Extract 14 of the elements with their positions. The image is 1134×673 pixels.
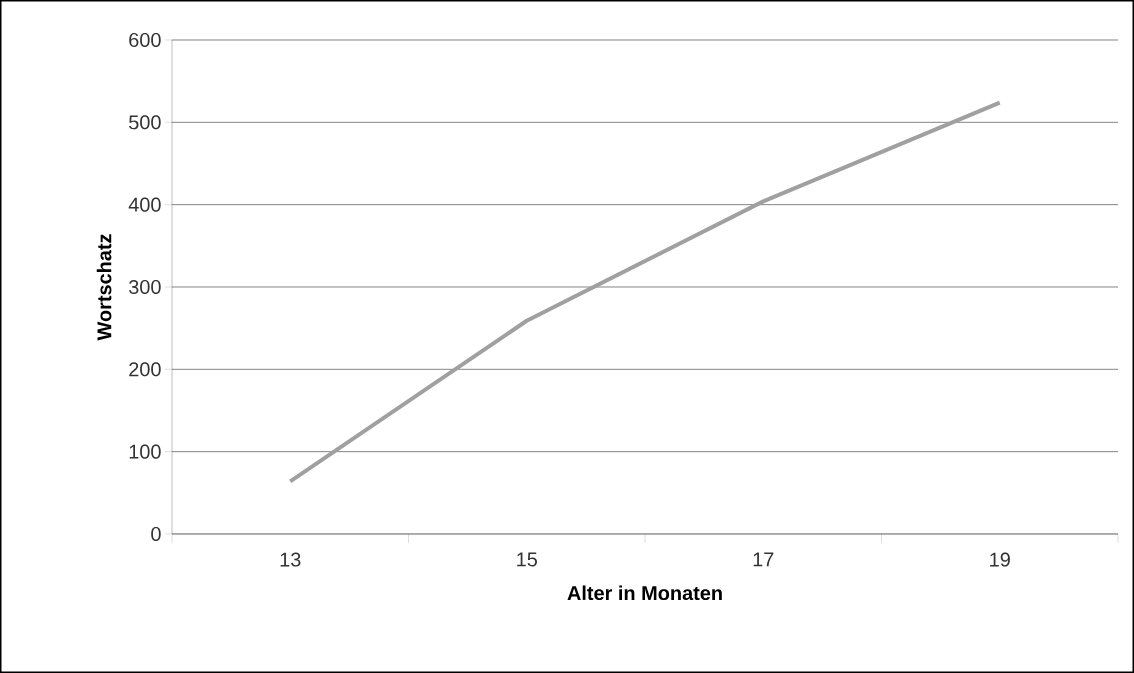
y-tick-label: 0 xyxy=(151,526,161,542)
x-tick-label: 19 xyxy=(990,552,1010,567)
y-tick-label: 100 xyxy=(129,444,161,459)
line-series xyxy=(288,100,1002,484)
y-tick-label: 500 xyxy=(129,115,161,130)
y-tick-label: 200 xyxy=(129,362,161,377)
x-tick-label: 13 xyxy=(280,552,301,567)
x-tick-label: 17 xyxy=(753,552,774,567)
y-tick-label: 400 xyxy=(128,197,161,212)
x-axis-title: Alter in Monaten xyxy=(567,585,722,601)
y-axis-title: Wortschatz xyxy=(96,234,112,341)
x-tick-label: 15 xyxy=(517,552,538,567)
y-tick-label: 300 xyxy=(129,279,161,295)
y-tick-label: 600 xyxy=(129,32,161,48)
